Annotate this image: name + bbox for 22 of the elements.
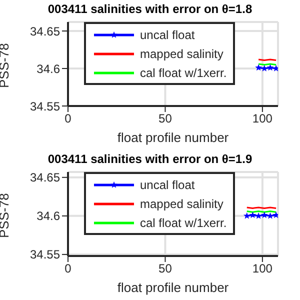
x-tick-label: 0	[64, 112, 72, 126]
y-tick-label: 34.6	[36, 62, 60, 76]
y-tick-label: 34.55	[30, 248, 60, 262]
legend-label: cal float w/1xerr.	[140, 216, 227, 230]
y-tick-label: 34.65	[30, 24, 60, 38]
legend-label: mapped salinity	[140, 196, 224, 210]
y-tick-label: 34.6	[36, 209, 60, 224]
x-tick-label: 50	[158, 112, 172, 126]
y-tick-label: 34.55	[30, 99, 60, 114]
x-tick-label: 100	[252, 112, 273, 126]
legend-label: uncal float	[140, 28, 195, 42]
x-tick-label: 100	[252, 262, 273, 276]
x-tick-label: 50	[158, 262, 172, 276]
x-tick-label: 0	[64, 262, 72, 276]
x-axis-title: float profile number	[117, 280, 230, 295]
legend-label: cal float w/1xerr.	[140, 66, 227, 80]
chart-title: 003411 salinities with error on θ=1.9	[46, 151, 254, 168]
chart-title: 003411 salinities with error on θ=1.8	[46, 1, 254, 18]
legend-label: uncal float	[140, 178, 195, 192]
legend-label: mapped salinity	[140, 46, 224, 60]
y-tick-label: 34.65	[30, 170, 60, 185]
x-axis-title: float profile number	[117, 130, 230, 145]
